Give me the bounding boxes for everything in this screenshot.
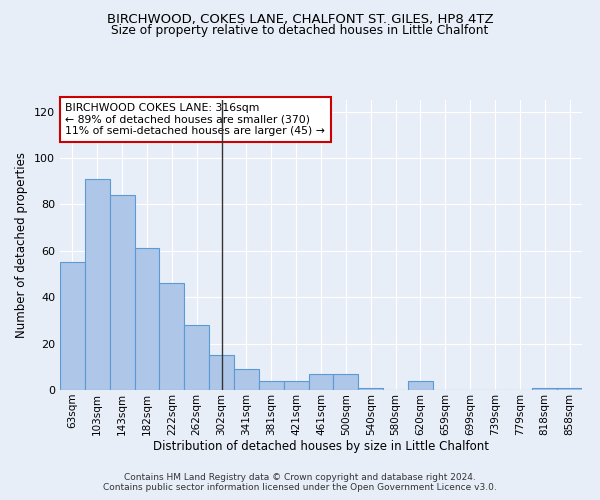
Bar [557, 388, 582, 390]
Bar [532, 388, 557, 390]
Bar [60, 262, 85, 390]
Bar [184, 325, 209, 390]
Bar [85, 179, 110, 390]
Bar [234, 369, 259, 390]
Bar [284, 380, 308, 390]
Text: BIRCHWOOD COKES LANE: 316sqm
← 89% of detached houses are smaller (370)
11% of s: BIRCHWOOD COKES LANE: 316sqm ← 89% of de… [65, 103, 325, 136]
Bar [334, 374, 358, 390]
Bar [134, 248, 160, 390]
Bar [259, 380, 284, 390]
Bar [358, 388, 383, 390]
Y-axis label: Number of detached properties: Number of detached properties [16, 152, 28, 338]
Text: Size of property relative to detached houses in Little Chalfont: Size of property relative to detached ho… [112, 24, 488, 37]
Bar [308, 374, 334, 390]
Bar [209, 355, 234, 390]
Bar [408, 380, 433, 390]
Text: BIRCHWOOD, COKES LANE, CHALFONT ST. GILES, HP8 4TZ: BIRCHWOOD, COKES LANE, CHALFONT ST. GILE… [107, 12, 493, 26]
Text: Contains HM Land Registry data © Crown copyright and database right 2024.
Contai: Contains HM Land Registry data © Crown c… [103, 473, 497, 492]
Bar [110, 195, 134, 390]
X-axis label: Distribution of detached houses by size in Little Chalfont: Distribution of detached houses by size … [153, 440, 489, 454]
Bar [160, 284, 184, 390]
